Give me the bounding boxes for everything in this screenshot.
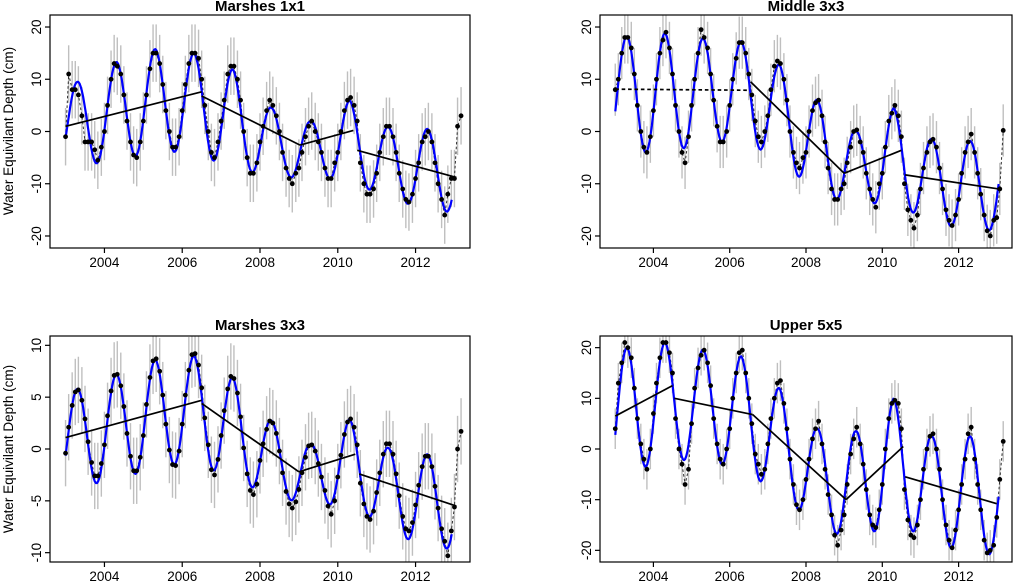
plot-area [63, 24, 464, 244]
panel-title: Middle 3x3 [768, 0, 845, 15]
trend-lines [65, 90, 457, 179]
y-tick-label: -5 [29, 495, 44, 507]
y-tick-label: 0 [579, 445, 594, 453]
x-tick-label: 2010 [867, 569, 897, 584]
y-tick-label: 20 [579, 340, 594, 355]
data-points [63, 50, 464, 218]
x-tick-label: 2012 [401, 569, 431, 584]
panel-marshes-3x3: Marshes 3x3 Water Equivilant Depth (cm) … [1, 317, 471, 584]
x-tick-label: 2010 [323, 255, 353, 270]
x-tick-label: 2012 [401, 255, 431, 270]
y-axis-label: Water Equivilant Depth (cm) [1, 47, 16, 215]
data-points [612, 340, 1006, 556]
y-tick-label: 0 [29, 445, 44, 453]
x-tick-label: 2006 [715, 569, 745, 584]
x-tick-label: 2004 [89, 569, 120, 584]
y-tick-label: -10 [579, 174, 594, 194]
x-tick-label: 2008 [791, 569, 821, 584]
x-tick-label: 2004 [638, 255, 669, 270]
y-tick-label: -20 [579, 541, 594, 561]
axes: 2004 2006 2008 2010 2012 -20 -10 0 10 20 [579, 14, 1013, 270]
plot-area [63, 336, 464, 562]
seasonal-fit-line [614, 341, 1000, 556]
axes: 2004 2006 2008 2010 2012 -10 -5 0 5 10 [29, 335, 471, 584]
y-tick-label: 20 [29, 20, 44, 35]
panel-title: Upper 5x5 [770, 317, 843, 334]
y-tick-label: -20 [29, 226, 44, 246]
x-tick-label: 2008 [791, 255, 821, 270]
x-tick-label: 2012 [944, 569, 974, 584]
y-tick-label: -10 [29, 174, 44, 194]
x-tick-label: 2010 [323, 569, 353, 584]
panel-middle-3x3: Middle 3x3 2004 2006 2008 2010 2012 -20 -10 0 10… [579, 0, 1013, 270]
axes: 2004 2006 2008 2010 2012 -20 -10 0 10 20 [579, 335, 1013, 584]
y-tick-label: -10 [29, 543, 44, 563]
data-points [63, 351, 464, 559]
x-tick-label: 2006 [167, 255, 197, 270]
panel-title: Marshes 1x1 [215, 0, 305, 15]
x-tick-label: 2004 [638, 569, 669, 584]
error-bars [614, 336, 1004, 562]
y-axis-label: Water Equivilant Depth (cm) [1, 365, 16, 533]
y-tick-label: 10 [29, 72, 44, 87]
x-tick-label: 2006 [167, 569, 197, 584]
y-tick-label: 20 [579, 20, 594, 35]
x-tick-label: 2008 [245, 569, 275, 584]
y-tick-label: 10 [579, 391, 594, 406]
panel-title: Marshes 3x3 [215, 317, 305, 334]
x-tick-label: 2006 [715, 255, 745, 270]
plot-area [612, 336, 1006, 562]
plot-area [612, 15, 1006, 248]
y-tick-label: 10 [579, 72, 594, 87]
y-tick-label: 10 [29, 338, 44, 353]
panel-marshes-1x1: Marshes 1x1 Water Equivilant Depth (cm) … [1, 0, 471, 270]
trend-lines [614, 384, 997, 505]
y-tick-label: 5 [29, 393, 44, 401]
y-tick-label: -20 [579, 226, 594, 246]
x-tick-label: 2008 [245, 255, 275, 270]
trend-lines [615, 81, 999, 190]
x-tick-label: 2004 [89, 255, 120, 270]
trend-lines [65, 399, 457, 507]
x-tick-label: 2010 [867, 255, 897, 270]
data-points [612, 27, 1006, 239]
axes: 2004 2006 2008 2010 2012 -20 -10 0 10 20 [29, 14, 471, 270]
x-tick-label: 2012 [944, 255, 974, 270]
y-tick-label: 0 [29, 128, 44, 136]
y-tick-label: -10 [579, 490, 594, 510]
error-bars [64, 336, 462, 562]
panel-upper-5x5: Upper 5x5 2004 2006 2008 2010 2012-20-100102… [579, 317, 1013, 584]
y-tick-label: 0 [579, 128, 594, 136]
